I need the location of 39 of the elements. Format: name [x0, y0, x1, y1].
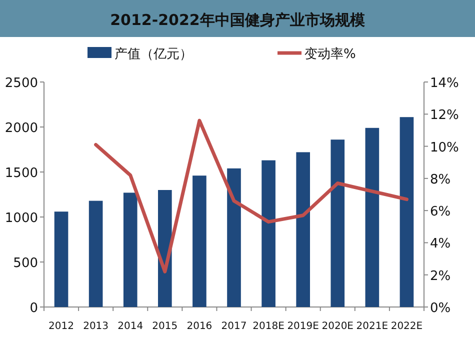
- y-tick-label: 2000: [4, 121, 38, 136]
- bar: [365, 128, 380, 307]
- y-tick-label: 1500: [4, 166, 38, 181]
- line-series: [94, 118, 408, 274]
- x-tick-label: 2022E: [390, 321, 423, 332]
- bar: [88, 200, 103, 307]
- y2-tick-label: 10%: [430, 140, 459, 156]
- x-tick-label: 2015: [152, 321, 178, 332]
- bar: [192, 176, 206, 307]
- bar: [123, 192, 138, 307]
- legend-label: 变动率%: [304, 46, 356, 62]
- y-tick-label: 500: [13, 256, 38, 271]
- x-tick-label: 2012: [48, 321, 74, 332]
- y2-tick-label: 12%: [430, 108, 459, 124]
- x-tick-label: 2017: [221, 321, 247, 332]
- bar: [54, 212, 68, 307]
- x-tick-label: 2019E: [287, 321, 319, 332]
- bar: [330, 140, 345, 307]
- y2-tick-label: 2%: [430, 268, 451, 284]
- y-tick-label: 0: [30, 301, 38, 316]
- y2-tick-label: 6%: [430, 204, 451, 220]
- x-tick-label: 2014: [118, 321, 144, 332]
- bar: [296, 152, 310, 307]
- y-tick-label: 1000: [4, 211, 38, 226]
- bar: [227, 168, 241, 307]
- y-tick-label: 2500: [4, 76, 38, 91]
- x-tick-label: 2021E: [356, 321, 388, 332]
- x-tick-label: 2016: [186, 321, 212, 332]
- y2-tick-label: 8%: [430, 172, 451, 188]
- x-tick-label: 2020E: [322, 321, 354, 332]
- bar: [400, 117, 414, 307]
- y2-tick-label: 14%: [430, 76, 459, 91]
- legend-label: 产值（亿元）: [114, 47, 192, 62]
- x-tick-label: 2018E: [252, 321, 284, 332]
- chart-title: 2012-2022年中国健身产业市场规模: [110, 11, 366, 29]
- y2-tick-label: 0%: [430, 301, 451, 316]
- y2-tick-label: 4%: [430, 236, 451, 252]
- x-tick-label: 2013: [83, 321, 109, 332]
- bar: [262, 160, 276, 307]
